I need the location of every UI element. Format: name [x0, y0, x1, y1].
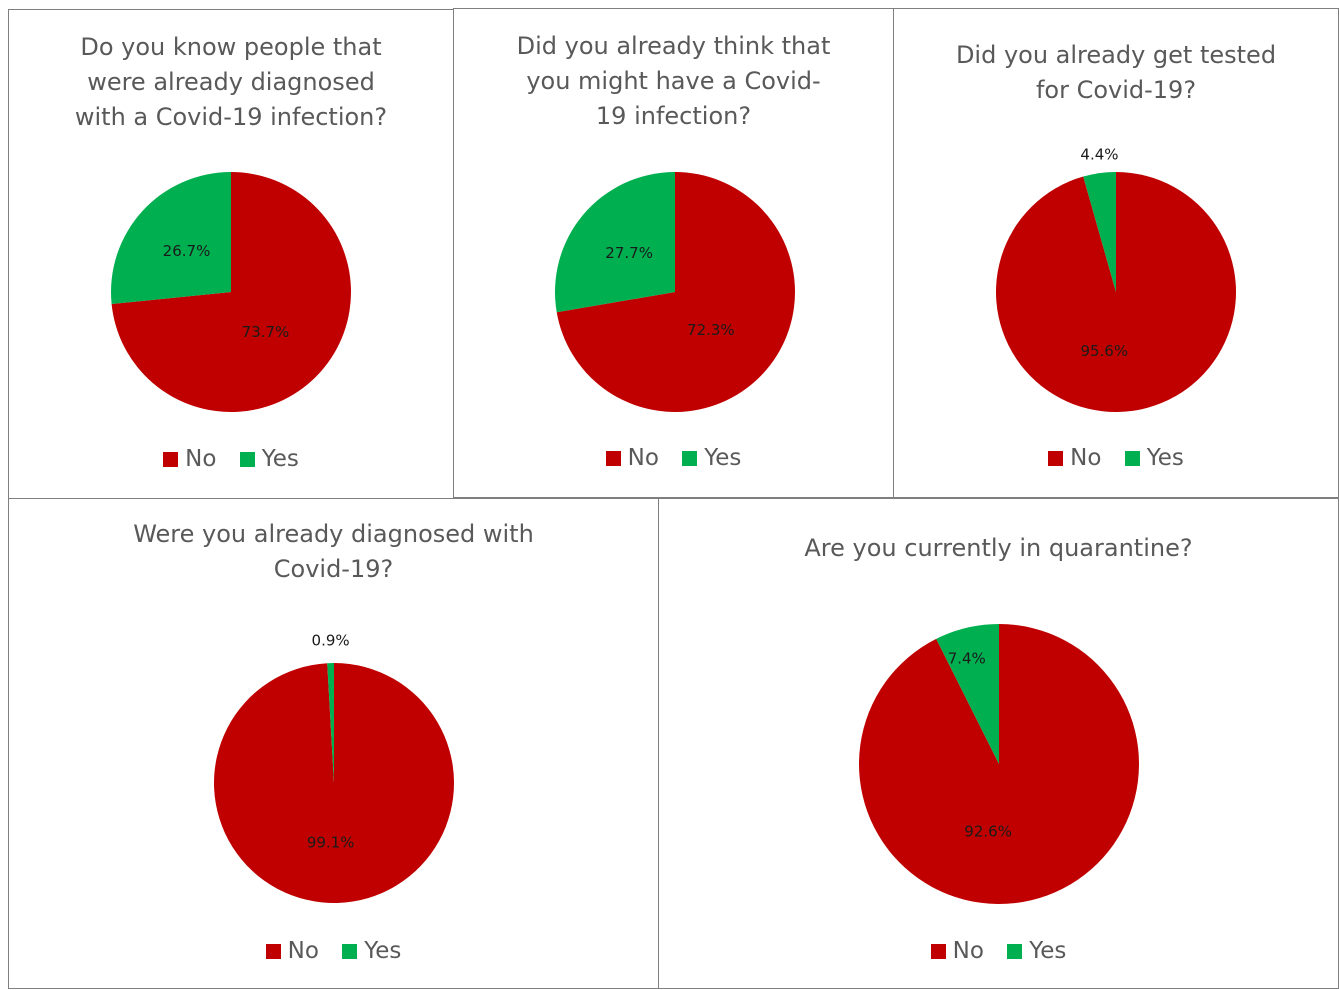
- chart-panel-known-diagnosed: Do you know people that were already dia…: [8, 9, 454, 499]
- pie-slice-yes: [555, 172, 675, 313]
- data-label-no: 72.3%: [687, 321, 735, 339]
- data-label-no: 95.6%: [1080, 342, 1128, 360]
- legend-swatch-no: [163, 451, 179, 467]
- legend-swatch-yes: [342, 943, 358, 959]
- legend-swatch-yes: [239, 451, 255, 467]
- pie-slice-no: [111, 172, 351, 412]
- pie-slice-no: [214, 663, 455, 903]
- legend-item-no: No: [1048, 445, 1101, 471]
- legend-item-no: No: [265, 938, 319, 964]
- legend-item-no: No: [930, 938, 984, 964]
- chart-legend: No Yes: [894, 445, 1338, 472]
- data-label-yes: 27.7%: [605, 244, 653, 262]
- data-label-yes: 26.7%: [163, 242, 211, 260]
- chart-legend: No Yes: [454, 445, 893, 472]
- legend-swatch-yes: [1007, 943, 1023, 959]
- chart-panel-tested: Did you already get tested for Covid-19?…: [893, 8, 1339, 498]
- legend-item-yes: Yes: [1007, 938, 1066, 964]
- legend-swatch-no: [265, 943, 281, 959]
- legend-item-no: No: [605, 445, 659, 471]
- data-label-no: 99.1%: [307, 833, 355, 851]
- pie-slice-yes: [111, 172, 231, 304]
- data-label-no: 92.6%: [964, 823, 1012, 841]
- legend-swatch-no: [930, 943, 946, 959]
- chart-panel-quarantine: Are you currently in quarantine? 92.6% 7.…: [658, 498, 1339, 989]
- pie-chart: 72.3% 27.7%: [555, 172, 795, 412]
- chart-panel-diagnosed: Were you already diagnosed with Covid-19…: [8, 498, 659, 989]
- legend-swatch-yes: [682, 450, 698, 466]
- legend-label-yes: Yes: [261, 446, 299, 472]
- pie-chart: 73.7% 26.7%: [111, 172, 351, 412]
- legend-swatch-no: [605, 450, 621, 466]
- chart-title: Did you already think that you might hav…: [516, 32, 831, 130]
- data-label-yes: 0.9%: [312, 632, 350, 650]
- legend-label-no: No: [1070, 445, 1102, 471]
- legend-label-no: No: [627, 445, 659, 471]
- pie-slice-yes: [936, 624, 999, 764]
- chart-title: Did you already get tested for Covid-19?: [955, 41, 1277, 104]
- legend-item-yes: Yes: [1124, 445, 1184, 471]
- pie-slice-yes: [327, 663, 334, 783]
- legend-item-yes: Yes: [342, 938, 401, 964]
- legend-swatch-yes: [1124, 450, 1140, 466]
- legend-item-yes: Yes: [682, 445, 741, 471]
- legend-label-yes: Yes: [1029, 938, 1067, 964]
- pie-slice-yes: [1083, 172, 1116, 292]
- pie-chart: 95.6% 4.4%: [996, 146, 1237, 413]
- chart-legend: No Yes: [659, 938, 1338, 965]
- chart-title: Were you already diagnosed with Covid-19…: [133, 520, 534, 583]
- pie-slice-no: [996, 172, 1237, 413]
- chart-panel-thought-infected: Did you already think that you might hav…: [453, 8, 894, 498]
- legend-label-yes: Yes: [364, 938, 402, 964]
- data-label-no: 73.7%: [242, 323, 290, 341]
- pie-chart: 92.6% 7.4%: [859, 624, 1139, 904]
- chart-title: Are you currently in quarantine?: [804, 534, 1193, 562]
- legend-item-no: No: [163, 446, 216, 472]
- pie-chart: 99.1% 0.9%: [214, 632, 455, 903]
- legend-item-yes: Yes: [239, 446, 299, 472]
- legend-label-no: No: [287, 938, 319, 964]
- pie-slice-no: [556, 172, 795, 412]
- chart-title: Do you know people that were already dia…: [74, 33, 388, 131]
- legend-label-no: No: [952, 938, 984, 964]
- data-label-yes: 4.4%: [1080, 146, 1118, 164]
- legend-label-yes: Yes: [704, 445, 742, 471]
- data-label-yes: 7.4%: [948, 650, 986, 668]
- chart-legend: No Yes: [9, 446, 453, 473]
- legend-label-yes: Yes: [1146, 445, 1184, 471]
- legend-swatch-no: [1048, 450, 1064, 466]
- chart-legend: No Yes: [9, 938, 658, 965]
- legend-label-no: No: [185, 446, 217, 472]
